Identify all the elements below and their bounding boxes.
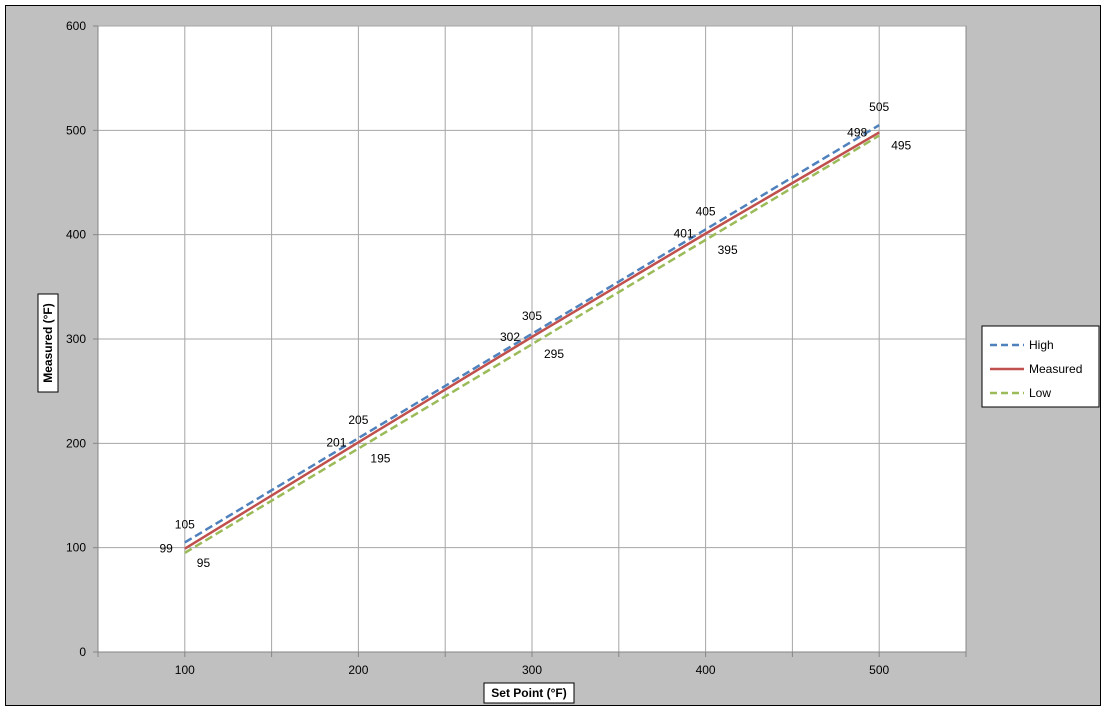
x-axis-title-text: Set Point (°F) <box>491 686 566 700</box>
data-label-high: 505 <box>869 100 889 114</box>
series-lines <box>184 124 880 554</box>
y-tick-label: 0 <box>79 645 86 659</box>
data-label-high: 305 <box>522 309 542 323</box>
axes: 100 200 300 400 500 0 100 200 300 400 500 600 <box>66 19 967 677</box>
legend-label-measured: Measured <box>1029 362 1082 376</box>
x-tick-label: 300 <box>522 663 542 677</box>
line-chart: 100 200 300 400 500 0 100 200 300 400 500 600 105 20… <box>37 19 1100 704</box>
legend-label-low: Low <box>1029 386 1051 400</box>
data-label-high: 205 <box>348 413 368 427</box>
x-tick-label: 400 <box>696 663 716 677</box>
data-label-low: 295 <box>544 347 564 361</box>
y-tick-label: 400 <box>66 228 86 242</box>
legend-label-high: High <box>1029 338 1054 352</box>
x-tick-label: 500 <box>869 663 889 677</box>
y-tick-label: 600 <box>66 19 86 33</box>
y-tick-label: 200 <box>66 436 86 450</box>
data-label-high: 405 <box>696 204 716 218</box>
legend: High Measured Low <box>981 325 1100 408</box>
data-label-measured: 498 <box>847 125 867 139</box>
data-label-low: 195 <box>370 452 390 466</box>
data-label-high: 105 <box>175 517 195 531</box>
data-label-measured: 401 <box>674 227 694 241</box>
chart-frame: 100 200 300 400 500 0 100 200 300 400 500 600 105 20… <box>5 5 1101 706</box>
y-tick-label: 300 <box>66 332 86 346</box>
x-tick-label: 100 <box>175 663 195 677</box>
x-tick-label: 200 <box>348 663 368 677</box>
y-tick-label: 500 <box>66 123 86 137</box>
series-line-high <box>184 124 880 544</box>
data-label-measured: 99 <box>159 542 173 556</box>
data-label-low: 95 <box>197 556 211 570</box>
data-label-low: 495 <box>891 139 911 153</box>
y-axis-title-text: Measured (°F) <box>41 303 55 382</box>
series-line-measured <box>184 131 880 550</box>
data-labels: 105 205 305 405 505 99 201 302 401 498 95 195 295 395… <box>159 100 911 570</box>
y-tick-label: 100 <box>66 541 86 555</box>
x-axis-title: Set Point (°F) <box>483 682 575 704</box>
data-label-measured: 302 <box>500 330 520 344</box>
data-label-measured: 201 <box>326 435 346 449</box>
y-axis-title: Measured (°F) <box>37 293 59 393</box>
series-line-low <box>184 134 880 554</box>
data-label-low: 395 <box>718 243 738 257</box>
